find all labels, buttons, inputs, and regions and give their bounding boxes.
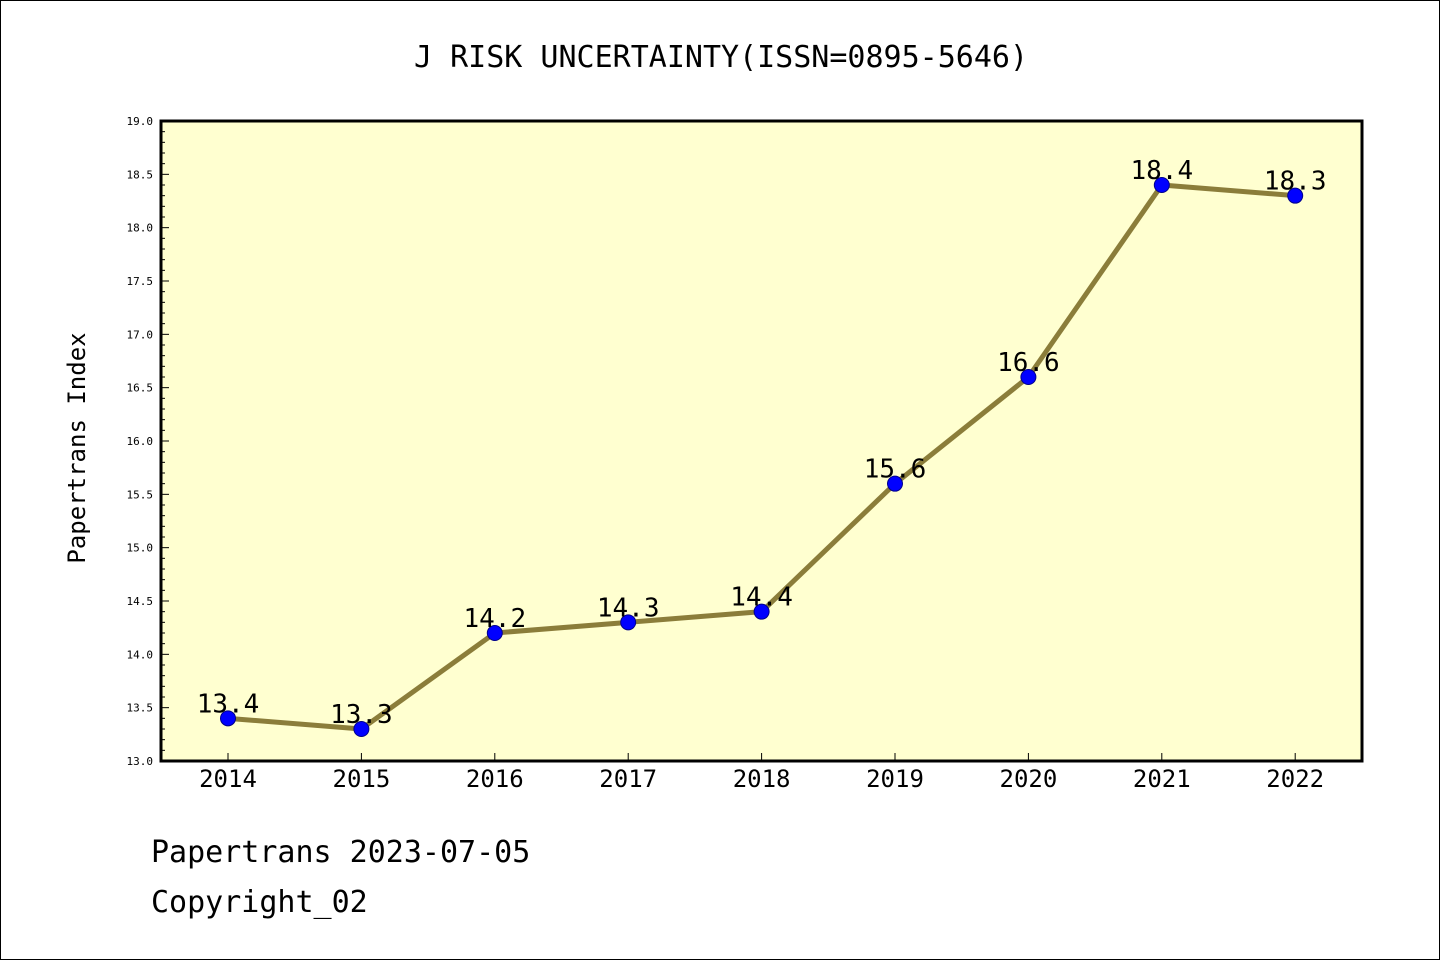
data-label: 14.4	[730, 583, 793, 613]
y-tick-label: 14.5	[127, 595, 154, 608]
y-tick-label: 18.0	[127, 222, 154, 235]
data-label: 18.4	[1130, 156, 1193, 186]
x-tick-label: 2020	[1000, 765, 1058, 793]
y-axis: 13.0 13.5 14.0 14.5 15.0 15.5 16.0 16.5 17.0 17.5…	[127, 115, 169, 768]
x-tick-label: 2019	[866, 765, 924, 793]
y-tick-label: 15.5	[127, 488, 154, 501]
data-point	[1020, 369, 1037, 385]
data-label: 13.3	[330, 700, 393, 730]
x-tick-label: 2022	[1266, 765, 1324, 793]
data-point	[887, 475, 903, 492]
data-points	[220, 177, 1304, 737]
data-label: 14.2	[463, 604, 526, 634]
y-tick-label: 16.5	[127, 382, 154, 395]
y-tick-label: 13.0	[127, 755, 154, 768]
y-tick-label: 18.5	[127, 168, 154, 181]
data-point	[486, 625, 503, 641]
y-tick-label: 19.0	[127, 115, 154, 128]
x-tick-label: 2014	[199, 765, 257, 793]
y-tick-label: 16.0	[127, 435, 154, 448]
y-tick-label: 17.5	[127, 275, 154, 288]
data-label: 14.3	[597, 593, 660, 623]
plot-area	[159, 119, 1364, 763]
data-point	[753, 603, 770, 620]
data-label: 13.4	[197, 689, 260, 719]
y-tick-label: 15.0	[127, 542, 154, 555]
y-tick-label: 14.0	[127, 648, 154, 661]
data-point	[220, 710, 236, 727]
footer-copyright: Copyright_02	[151, 885, 368, 920]
x-tick-label: 2021	[1133, 765, 1191, 793]
data-label: 18.3	[1264, 167, 1327, 197]
data-point	[620, 614, 637, 631]
chart-title: J RISK UNCERTAINTY(ISSN=0895-5646)	[414, 40, 1028, 75]
data-point	[353, 721, 370, 737]
y-axis-label: Papertrans Index	[63, 332, 91, 563]
y-tick-label: 13.5	[127, 702, 154, 715]
data-labels: 13.4 13.3 14.2 14.3 14.4 15.6 16.6 18.4 18.3	[197, 156, 1327, 730]
x-tick-label: 2018	[733, 765, 791, 793]
x-tick-label: 2016	[466, 765, 524, 793]
y-tick-label: 17.0	[127, 328, 154, 341]
data-point	[1287, 187, 1304, 204]
footer-source: Papertrans 2023-07-05	[151, 835, 531, 870]
x-axis: 2014 2015 2016 2017 2018 2019 2020 2021 2022	[199, 753, 1324, 793]
data-label: 16.6	[997, 348, 1060, 378]
data-point	[1153, 177, 1170, 193]
x-tick-label: 2017	[599, 765, 657, 793]
data-label: 15.6	[864, 455, 927, 485]
x-tick-label: 2015	[333, 765, 391, 793]
